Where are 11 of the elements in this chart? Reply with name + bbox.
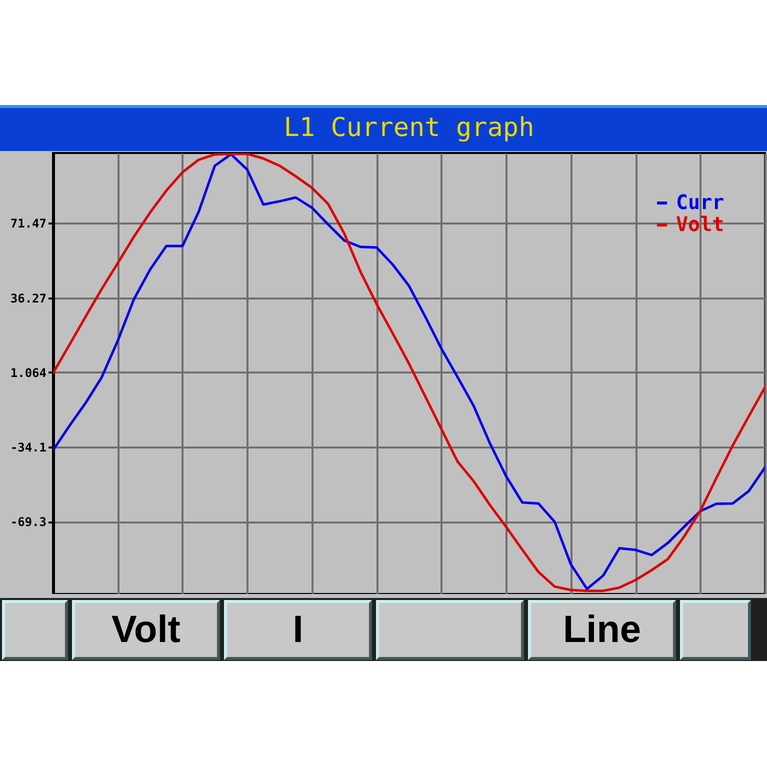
y-tick-label: -34.1	[10, 440, 46, 454]
button: I	[224, 600, 372, 660]
button: Line	[528, 600, 676, 660]
chart-title: L1 Current graph	[284, 113, 534, 143]
legend-label: Curr	[676, 190, 724, 214]
y-tick-label: 71.47	[10, 216, 46, 231]
button: Volt	[72, 600, 220, 660]
y-tick-label: 36.27	[10, 291, 46, 306]
legend-label: Volt	[676, 212, 724, 236]
y-tick-label: -69.3	[10, 515, 46, 530]
y-tick-label: 1.064	[10, 366, 46, 380]
